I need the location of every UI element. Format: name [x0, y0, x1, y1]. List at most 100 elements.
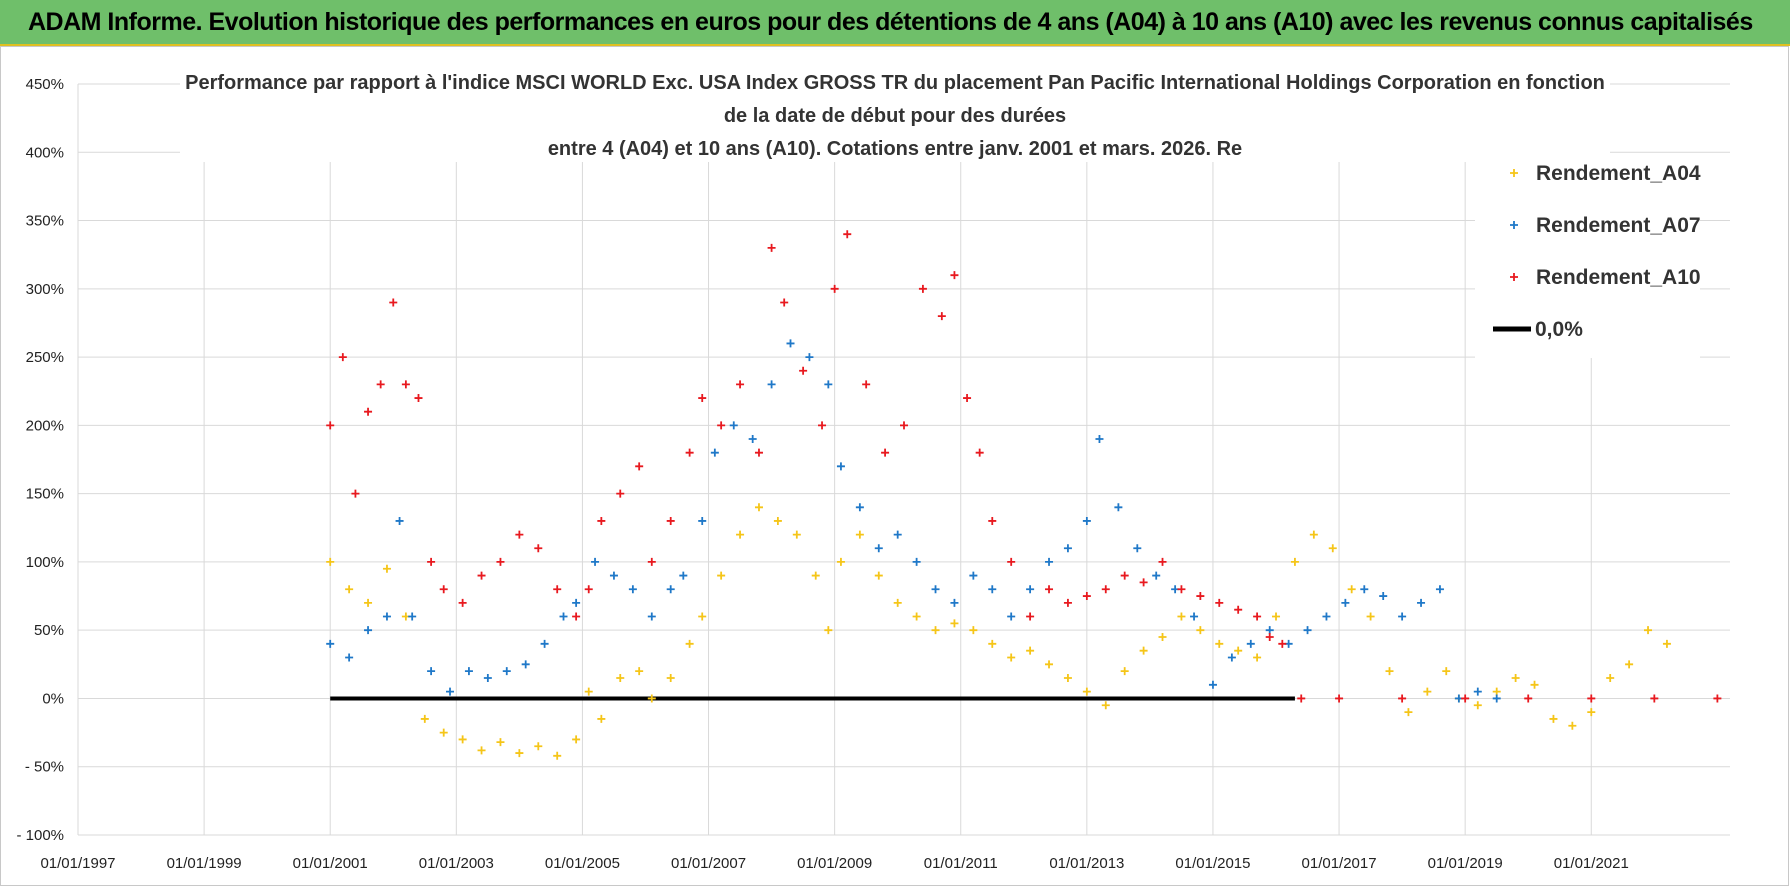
data-point — [1435, 585, 1444, 594]
data-point — [483, 673, 492, 682]
data-point — [1549, 714, 1558, 723]
y-tick-label: - 100% — [16, 827, 64, 844]
data-point — [1246, 639, 1255, 648]
data-point — [736, 530, 745, 539]
data-point — [1272, 612, 1281, 621]
data-point — [572, 612, 581, 621]
data-point — [824, 626, 833, 635]
data-point — [1158, 557, 1167, 566]
data-point — [1278, 639, 1287, 648]
data-point — [553, 751, 562, 760]
data-point — [572, 735, 581, 744]
data-point — [830, 284, 839, 293]
data-point — [1177, 585, 1186, 594]
data-point — [1662, 639, 1671, 648]
chart-title-line-3: entre 4 (A04) et 10 ans (A10). Cotations… — [548, 138, 1242, 160]
data-point — [824, 380, 833, 389]
data-point — [647, 612, 656, 621]
data-point — [609, 571, 618, 580]
data-point — [780, 298, 789, 307]
report-banner-title: ADAM Informe. Evolution historique des p… — [28, 8, 1753, 36]
data-point — [843, 230, 852, 239]
data-point — [1473, 701, 1482, 710]
data-point — [666, 585, 675, 594]
chart-title-box: Performance par rapport à l'indice MSCI … — [180, 62, 1610, 162]
legend-label: Rendement_A07 — [1536, 214, 1701, 237]
data-point — [963, 394, 972, 403]
data-point — [395, 516, 404, 525]
data-point — [427, 557, 436, 566]
data-point — [521, 660, 530, 669]
y-tick-label: - 50% — [25, 759, 64, 776]
data-point — [496, 738, 505, 747]
data-point — [1114, 503, 1123, 512]
data-point — [792, 530, 801, 539]
data-point — [1297, 694, 1306, 703]
data-point — [754, 448, 763, 457]
data-point — [1063, 598, 1072, 607]
data-point — [1063, 673, 1072, 682]
data-point — [1492, 687, 1501, 696]
data-point — [1360, 585, 1369, 594]
data-point — [1120, 667, 1129, 676]
data-point — [1341, 598, 1350, 607]
x-tick-label: 01/01/2013 — [1049, 855, 1124, 872]
data-point — [584, 585, 593, 594]
data-point — [364, 598, 373, 607]
y-tick-label: 250% — [26, 349, 64, 366]
data-point — [591, 557, 600, 566]
data-point — [326, 639, 335, 648]
data-point — [912, 612, 921, 621]
data-point — [635, 462, 644, 471]
data-point — [855, 530, 864, 539]
data-point — [698, 516, 707, 525]
x-tick-label: 01/01/2017 — [1302, 855, 1377, 872]
data-point — [767, 243, 776, 252]
data-point — [988, 639, 997, 648]
data-point — [1442, 667, 1451, 676]
data-point — [874, 571, 883, 580]
data-point — [918, 284, 927, 293]
data-point — [893, 530, 902, 539]
data-point — [1133, 544, 1142, 553]
data-point — [382, 564, 391, 573]
data-point — [1713, 694, 1722, 703]
data-point — [1082, 516, 1091, 525]
data-point — [1158, 633, 1167, 642]
data-point — [1398, 612, 1407, 621]
series-rendement-a07 — [326, 339, 1501, 703]
data-point — [748, 435, 757, 444]
data-point — [515, 749, 524, 758]
data-point — [534, 742, 543, 751]
data-point — [729, 421, 738, 430]
data-point — [628, 585, 637, 594]
data-point — [1234, 646, 1243, 655]
data-point — [710, 448, 719, 457]
data-point — [1045, 660, 1054, 669]
data-point — [1404, 708, 1413, 717]
data-point — [836, 557, 845, 566]
data-point — [988, 516, 997, 525]
legend-label: Rendement_A10 — [1536, 266, 1701, 289]
data-point — [496, 557, 505, 566]
data-point — [584, 687, 593, 696]
legend-marker — [1510, 169, 1518, 177]
data-point — [477, 571, 486, 580]
data-point — [969, 571, 978, 580]
data-point — [647, 694, 656, 703]
legend-marker — [1510, 273, 1518, 281]
data-point — [1473, 687, 1482, 696]
data-point — [616, 489, 625, 498]
data-point — [717, 421, 726, 430]
data-point — [1417, 598, 1426, 607]
data-point — [931, 585, 940, 594]
data-point — [836, 462, 845, 471]
data-point — [811, 571, 820, 580]
x-tick-label: 01/01/2005 — [545, 855, 620, 872]
data-point — [458, 598, 467, 607]
data-point — [1082, 687, 1091, 696]
data-point — [597, 516, 606, 525]
data-point — [698, 394, 707, 403]
data-point — [1101, 585, 1110, 594]
